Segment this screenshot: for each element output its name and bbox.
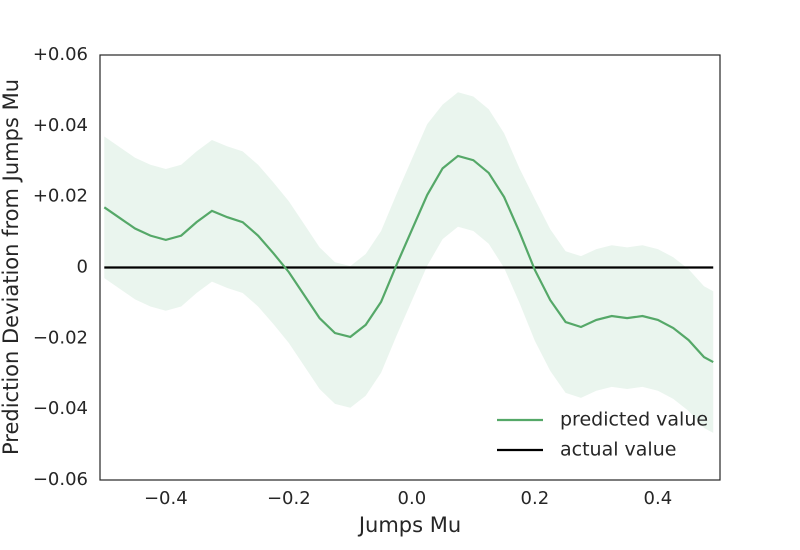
y-tick-label: +0.04 <box>33 115 88 136</box>
series-line <box>103 154 714 364</box>
y-tick-label: +0.02 <box>33 186 88 207</box>
x-tick-label: −0.4 <box>144 488 188 509</box>
plot-frame <box>99 54 721 481</box>
x-tick-label: −0.2 <box>267 488 311 509</box>
y-tick-label: −0.04 <box>33 398 88 419</box>
y-tick-label: 0 <box>77 257 88 278</box>
x-tick-label: 0.2 <box>521 488 550 509</box>
y-tick-label: −0.06 <box>33 469 88 490</box>
legend-label: predicted value <box>560 409 708 431</box>
y-axis-label: Prediction Deviation from Jumps Mu <box>0 79 23 455</box>
x-tick-label: 0.4 <box>644 488 673 509</box>
y-tick-label: +0.06 <box>33 44 88 65</box>
legend-label: actual value <box>560 439 676 461</box>
x-tick-label: 0.0 <box>398 488 427 509</box>
x-axis-label: Jumps Mu <box>357 513 461 537</box>
y-tick-label: −0.02 <box>33 327 88 348</box>
confidence-band <box>104 92 714 433</box>
